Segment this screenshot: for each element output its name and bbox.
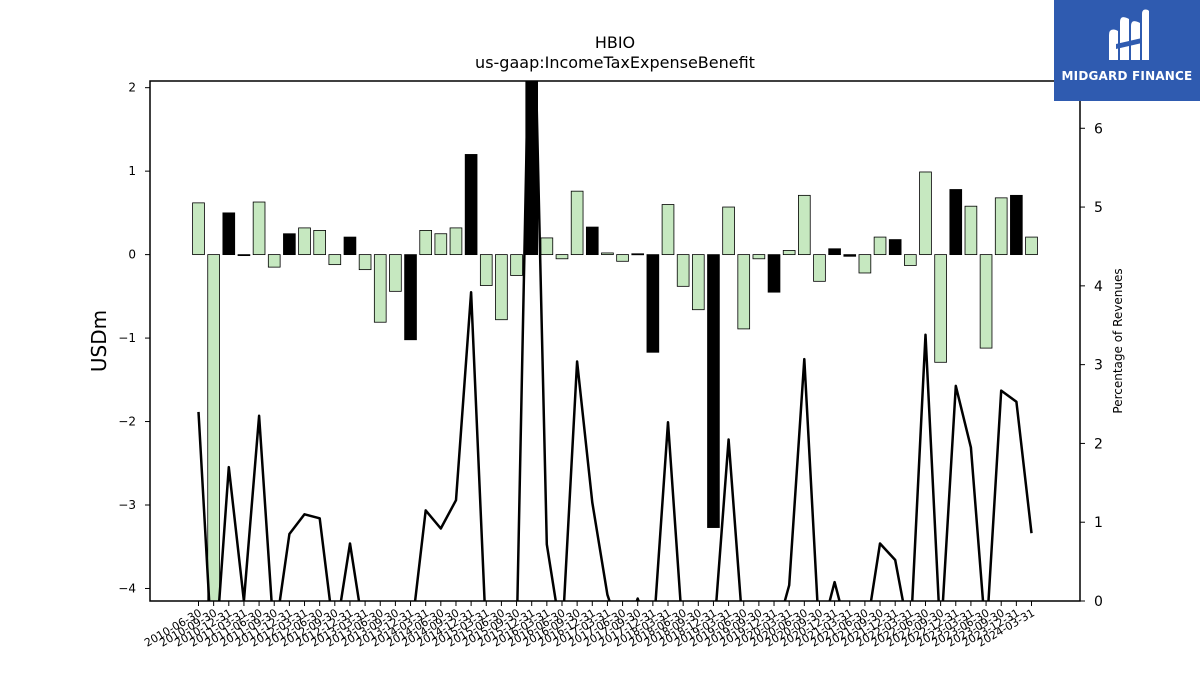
y-axis-label: USDm (87, 310, 111, 372)
bar-2010-09-30 (207, 254, 220, 601)
bar-2017-03-31 (601, 252, 614, 256)
bar-2016-06-30 (555, 254, 569, 260)
bar-2022-06-30 (919, 171, 932, 256)
bar-2022-03-31 (904, 254, 917, 266)
bar-2011-09-30 (267, 254, 281, 268)
bar-2011-12-31 (283, 233, 296, 256)
bar-2013-12-31 (404, 254, 417, 341)
y-tick-label: 2 (128, 81, 136, 95)
bar-2018-09-30 (691, 254, 705, 311)
bar-2019-09-30 (752, 254, 766, 260)
bar-2024-03-31 (1025, 236, 1038, 256)
bar-2010-06-30 (192, 202, 205, 256)
bar-2022-09-30 (934, 254, 947, 363)
bar-2020-09-30 (813, 254, 826, 282)
bar-2023-06-30 (979, 254, 993, 349)
bar-2023-09-30 (994, 197, 1008, 256)
bar-2012-09-30 (328, 254, 342, 266)
bar-2016-09-30 (570, 190, 584, 256)
bar-2011-06-30 (252, 201, 266, 256)
y-tick-label: −1 (118, 331, 136, 345)
bar-2012-06-30 (313, 230, 326, 256)
bar-2023-12-31 (1010, 194, 1023, 256)
y-tick-label: −4 (118, 581, 136, 595)
bar-2012-03-31 (298, 227, 311, 256)
bar-2013-03-31 (358, 254, 372, 271)
bar-2016-03-31 (540, 237, 554, 256)
y2-tick-label: 0 (1094, 594, 1103, 610)
bar-2017-12-31 (646, 254, 660, 353)
y2-tick-label: 1 (1094, 515, 1103, 531)
y-tick-label: 1 (128, 164, 136, 178)
bar-2020-12-31 (828, 248, 841, 256)
bar-2014-06-30 (434, 233, 448, 256)
y-ticks: −4 −3 −2 −1 0 1 2 (118, 81, 150, 595)
bar-2019-06-30 (737, 254, 751, 330)
bar-2020-06-30 (798, 194, 811, 256)
line-layer (197, 81, 1033, 601)
bar-2020-03-31 (782, 250, 796, 256)
bar-2021-03-31 (843, 254, 857, 257)
y2-tick-label: 4 (1094, 279, 1103, 295)
chart-subtitle: us-gaap:IncomeTaxExpenseBenefit (475, 53, 755, 72)
bar-2021-06-30 (858, 254, 872, 274)
bar-2018-06-30 (676, 254, 690, 287)
y2-tick-label: 3 (1094, 358, 1103, 374)
y2-axis-label: Percentage of Revenues (1111, 268, 1125, 413)
percentage-line (197, 81, 1033, 601)
bar-2017-09-30 (631, 253, 645, 256)
logo-mark-icon (1109, 9, 1149, 61)
chart-title: HBIO (595, 33, 635, 52)
x-ticks: 2010-06-302010-09-302010-12-312011-03-31… (142, 601, 1037, 650)
bar-2023-03-31 (964, 205, 978, 256)
bar-2021-12-31 (888, 239, 902, 256)
bar-2015-09-30 (510, 254, 523, 276)
bar-2013-06-30 (373, 254, 387, 323)
y2-tick-label: 5 (1094, 200, 1103, 216)
y-tick-label: 0 (128, 248, 136, 262)
bar-2017-06-30 (616, 254, 629, 262)
y-tick-label: −3 (118, 498, 136, 512)
bar-2014-12-31 (464, 154, 478, 256)
bar-2021-09-30 (873, 236, 887, 256)
bar-2019-03-31 (722, 206, 735, 256)
bar-2016-12-31 (585, 226, 599, 256)
bar-2022-12-31 (949, 189, 963, 256)
plot-frame (149, 80, 1081, 602)
bar-2015-06-30 (495, 254, 508, 321)
bar-2010-12-31 (222, 212, 236, 256)
y2-tick-label: 6 (1094, 121, 1103, 137)
brand-logo: MIDGARD FINANCE (1054, 0, 1200, 101)
y2-ticks: 0 1 2 3 4 5 6 (1080, 121, 1103, 610)
brand-name: MIDGARD FINANCE (1061, 69, 1193, 83)
y2-tick-label: 2 (1094, 436, 1103, 452)
bar-2015-03-31 (479, 254, 493, 286)
bar-2011-03-31 (237, 254, 251, 257)
bar-2018-12-31 (707, 254, 720, 528)
bar-2013-09-30 (389, 254, 402, 292)
bars-layer (192, 81, 1038, 601)
bar-2012-12-31 (343, 236, 357, 256)
bar-2014-03-31 (419, 230, 432, 256)
bar-2014-09-30 (449, 227, 463, 256)
bar-2019-12-31 (767, 254, 781, 293)
y-tick-label: −2 (118, 415, 136, 429)
bar-2018-03-31 (661, 204, 675, 256)
